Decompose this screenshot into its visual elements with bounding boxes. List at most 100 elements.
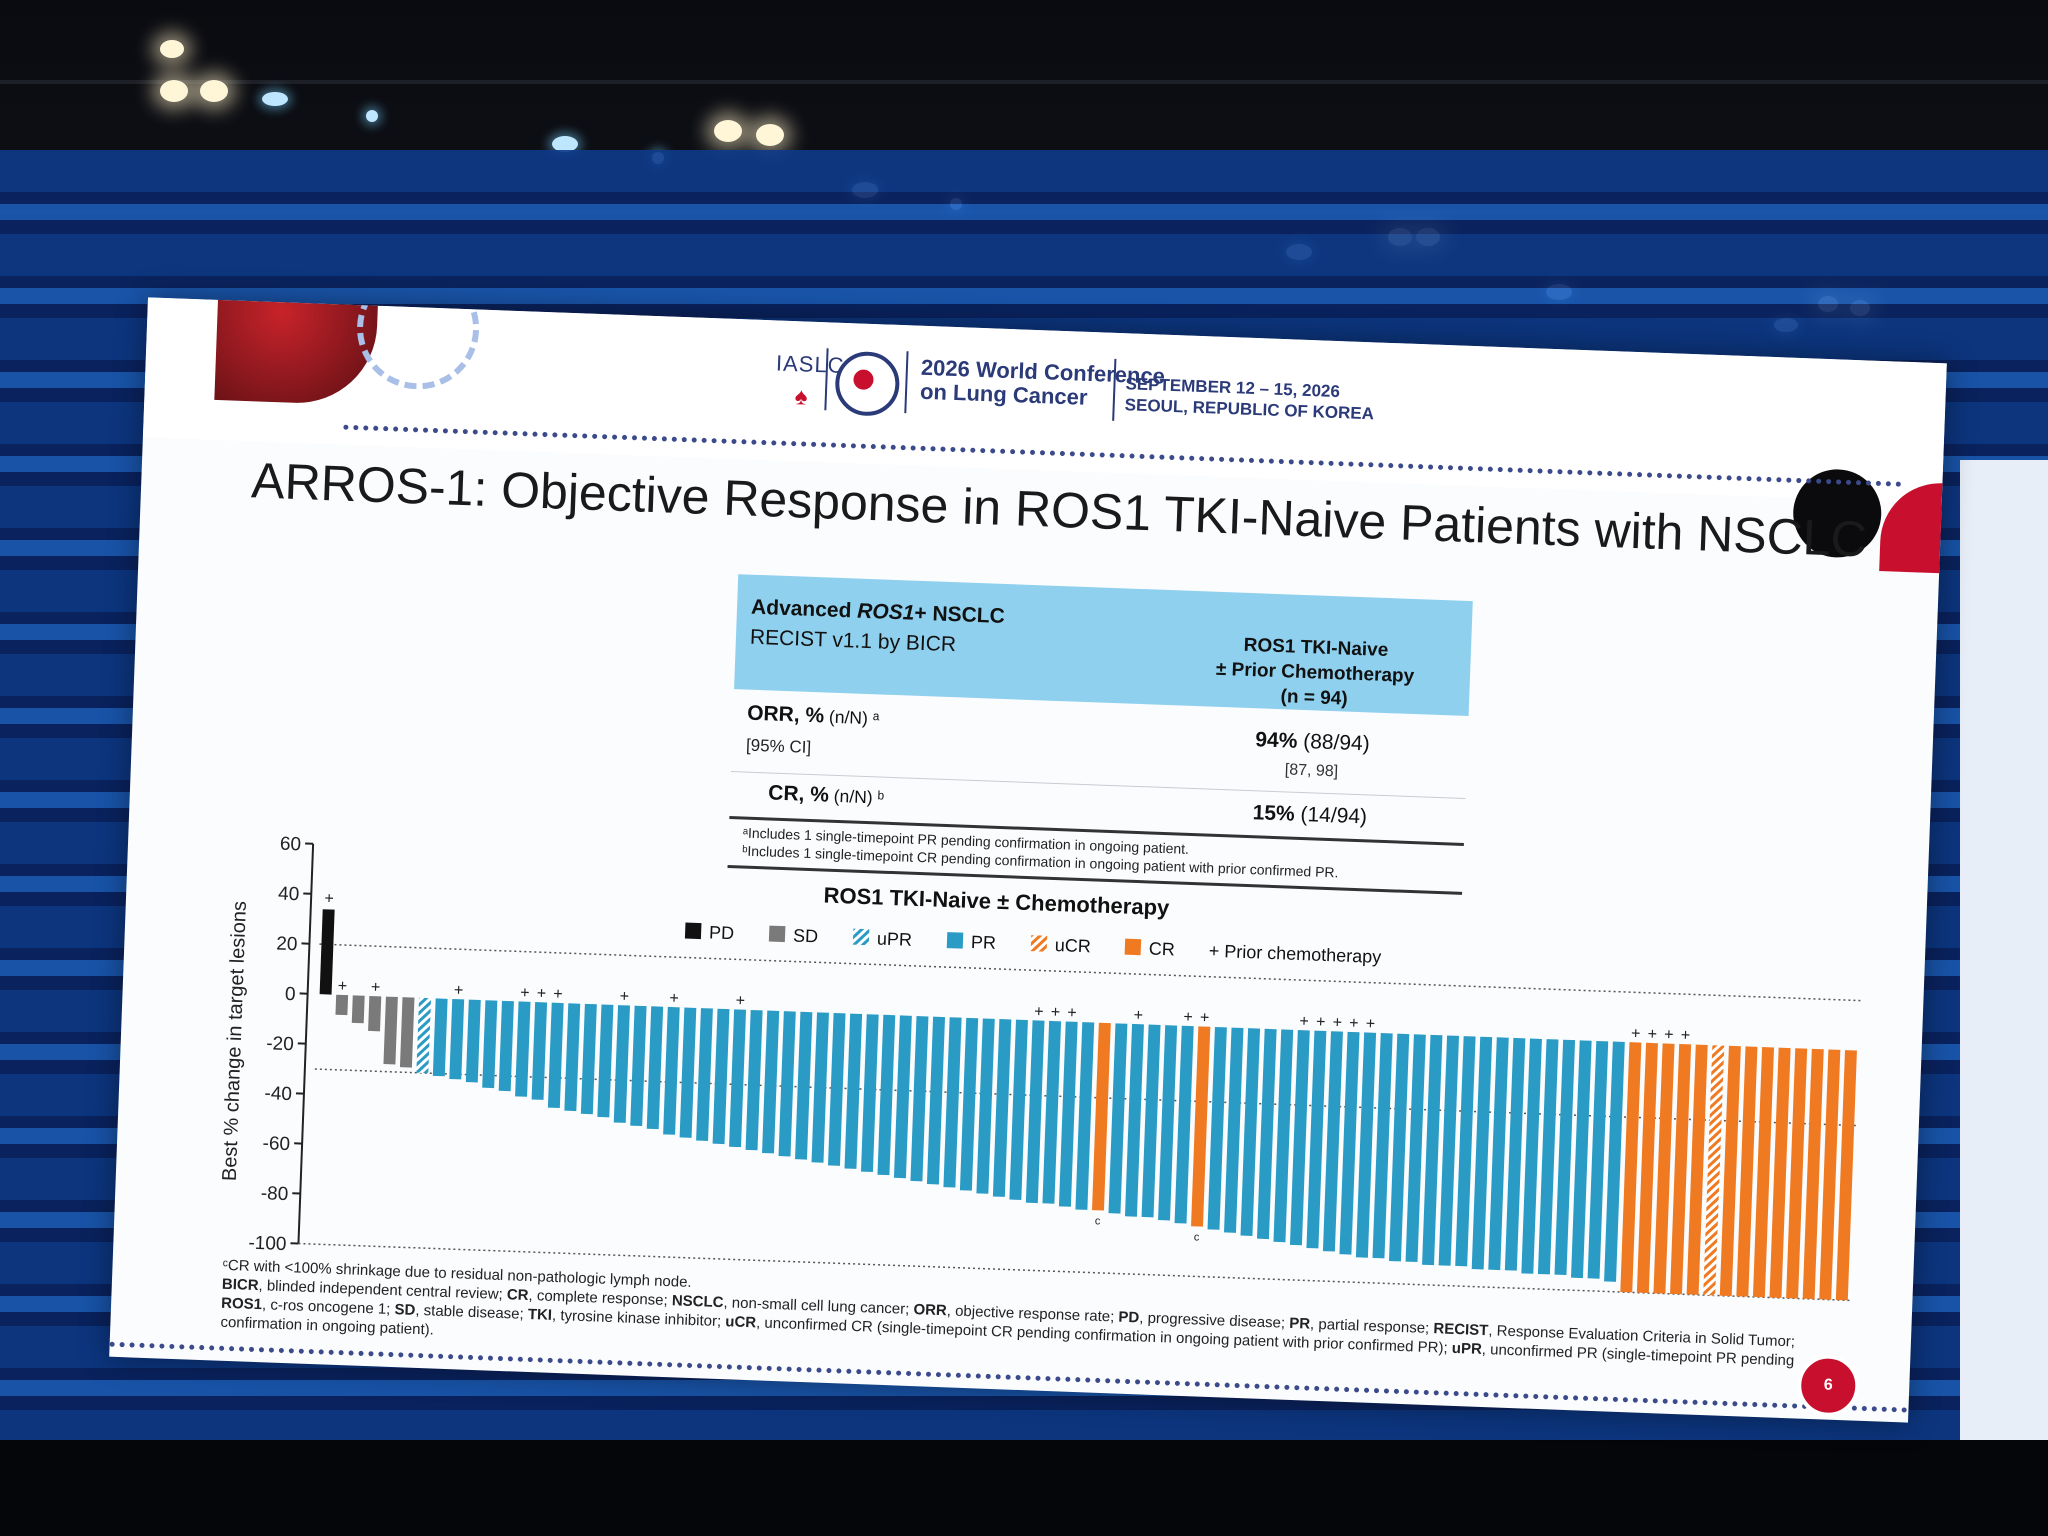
- lung-icon: ♠: [794, 383, 809, 411]
- chart-title: ROS1 TKI-Naive ± Chemotherapy: [823, 883, 1170, 921]
- abbr-term: uCR: [725, 1313, 757, 1332]
- abbr-term: uPR: [1451, 1339, 1483, 1358]
- y-tick-label: -20: [266, 1033, 294, 1055]
- bar-pr: [663, 1006, 680, 1135]
- bar-pr: [1158, 1025, 1178, 1221]
- bar-pr: [482, 1000, 498, 1089]
- bar-pr: [1025, 1020, 1045, 1204]
- iaslc-logo: IASLC: [775, 350, 846, 378]
- bar-cr: [1636, 1042, 1658, 1294]
- legend-swatch-ucr: [1030, 935, 1048, 952]
- bar-pr: [1604, 1041, 1625, 1282]
- stage-light: [200, 80, 228, 102]
- bar-pr: [613, 1005, 630, 1123]
- bar-cr: [1191, 1026, 1211, 1227]
- bar-cr: [1653, 1043, 1675, 1294]
- legend-swatch-upr: [852, 928, 870, 946]
- bar-cr: [1835, 1050, 1857, 1301]
- bar-pr: [1124, 1023, 1144, 1217]
- legend-swatch-sd: [768, 925, 786, 943]
- prior-chemo-marker: +: [1133, 1007, 1143, 1024]
- bar-pr: [1141, 1024, 1161, 1218]
- abbr-term: RECIST: [1433, 1320, 1489, 1340]
- bar-pr: [498, 1000, 514, 1092]
- orr-ci-value: [87, 98]: [1284, 761, 1339, 781]
- y-tick-label: -80: [260, 1183, 288, 1205]
- legend-swatch-pr: [946, 932, 964, 949]
- legend-label-upr: uPR: [877, 929, 913, 950]
- abbr-term: ROS1: [220, 1294, 263, 1314]
- bar-pr: [515, 1001, 531, 1097]
- prior-chemo-marker: +: [1050, 1004, 1060, 1021]
- bar-pr: [992, 1019, 1012, 1197]
- bar-pr: [811, 1012, 829, 1163]
- bar-pr: [745, 1009, 763, 1151]
- bar-pr: [762, 1010, 780, 1154]
- legend-label-prior-chemo: + Prior chemotherapy: [1208, 941, 1381, 967]
- bar-pr: [926, 1016, 946, 1185]
- abbr-definition: , partial response;: [1309, 1315, 1434, 1338]
- cr-label-text: CR, %: [767, 781, 830, 807]
- bar-pr: [1075, 1022, 1095, 1210]
- y-tick-label: -40: [264, 1083, 292, 1105]
- bar-upr: [416, 997, 432, 1074]
- prior-chemo-marker: +: [1332, 1014, 1342, 1031]
- y-tick-label: 20: [276, 934, 298, 956]
- orr-value: 94% (88/94): [1172, 725, 1453, 759]
- bar-pr: [1471, 1036, 1493, 1270]
- prior-chemo-marker: +: [337, 978, 347, 995]
- waterfall-chart: ROS1 TKI-Naive ± Chemotherapy Best % chan…: [203, 820, 1878, 1311]
- prior-chemo-marker: +: [1664, 1026, 1674, 1043]
- bar-pr: [597, 1004, 614, 1118]
- bar-pr: [1488, 1037, 1509, 1271]
- bar-pr: [1587, 1040, 1609, 1279]
- bar-pr: [1174, 1025, 1194, 1224]
- bar-pr: [630, 1005, 647, 1127]
- bar-pr: [1504, 1037, 1526, 1271]
- bar-pr: [1009, 1019, 1028, 1200]
- prior-chemo-marker: +: [1299, 1013, 1309, 1030]
- bar-pr: [877, 1014, 896, 1176]
- abbr-term: NSCLC: [671, 1292, 724, 1312]
- abbr-definition: , c-ros oncogene 1;: [261, 1296, 395, 1319]
- bar-pr: [449, 998, 465, 1080]
- bar-sd: [335, 994, 349, 1016]
- prior-chemo-marker: +: [619, 988, 629, 1005]
- prior-chemo-marker: +: [454, 982, 464, 999]
- bar-pr: [1289, 1030, 1310, 1246]
- prior-chemo-marker: +: [324, 890, 334, 907]
- bar-cr: [1719, 1045, 1741, 1297]
- stage-light: [160, 40, 184, 58]
- footnote-c-marker: c: [1095, 1215, 1101, 1227]
- stage-floor: [0, 1440, 2048, 1536]
- bar-pr: [1108, 1023, 1128, 1214]
- prior-chemo-marker: +: [1034, 1003, 1044, 1020]
- bar-pr: [1224, 1027, 1244, 1233]
- bar-pr: [860, 1014, 879, 1173]
- bar-pr: [729, 1009, 747, 1148]
- bar-sd: [383, 996, 398, 1065]
- abbr-definition: , tyrosine kinase inhibitor;: [551, 1306, 726, 1331]
- prior-chemo-marker: +: [1316, 1014, 1326, 1031]
- prior-chemo-marker: +: [553, 986, 563, 1003]
- prior-chemo-marker: +: [1631, 1025, 1641, 1042]
- bar-pr: [828, 1012, 846, 1166]
- bar-pr: [646, 1006, 664, 1130]
- bar-sd: [368, 995, 382, 1032]
- bar-pr: [1521, 1038, 1542, 1274]
- bar-cr: [1620, 1042, 1642, 1293]
- stage-light: [366, 110, 378, 122]
- orr-label: ORR, % (n/N) ᵃ: [747, 702, 880, 731]
- abbr-term: PD: [1118, 1308, 1140, 1327]
- bar-pr: [1042, 1020, 1062, 1204]
- prior-chemo-marker: +: [1365, 1015, 1375, 1032]
- bar-ucr: [1703, 1045, 1725, 1296]
- bar-pr: [531, 1002, 548, 1100]
- abbr-definition: , stable disease;: [415, 1301, 529, 1323]
- orr-ci-label: [95% CI]: [745, 735, 812, 757]
- y-tick-label: 60: [280, 834, 302, 856]
- stage-light: [262, 92, 288, 106]
- bar-cr: [1786, 1048, 1808, 1299]
- header-label-a: Advanced: [750, 595, 858, 623]
- bar-pr: [1372, 1033, 1393, 1259]
